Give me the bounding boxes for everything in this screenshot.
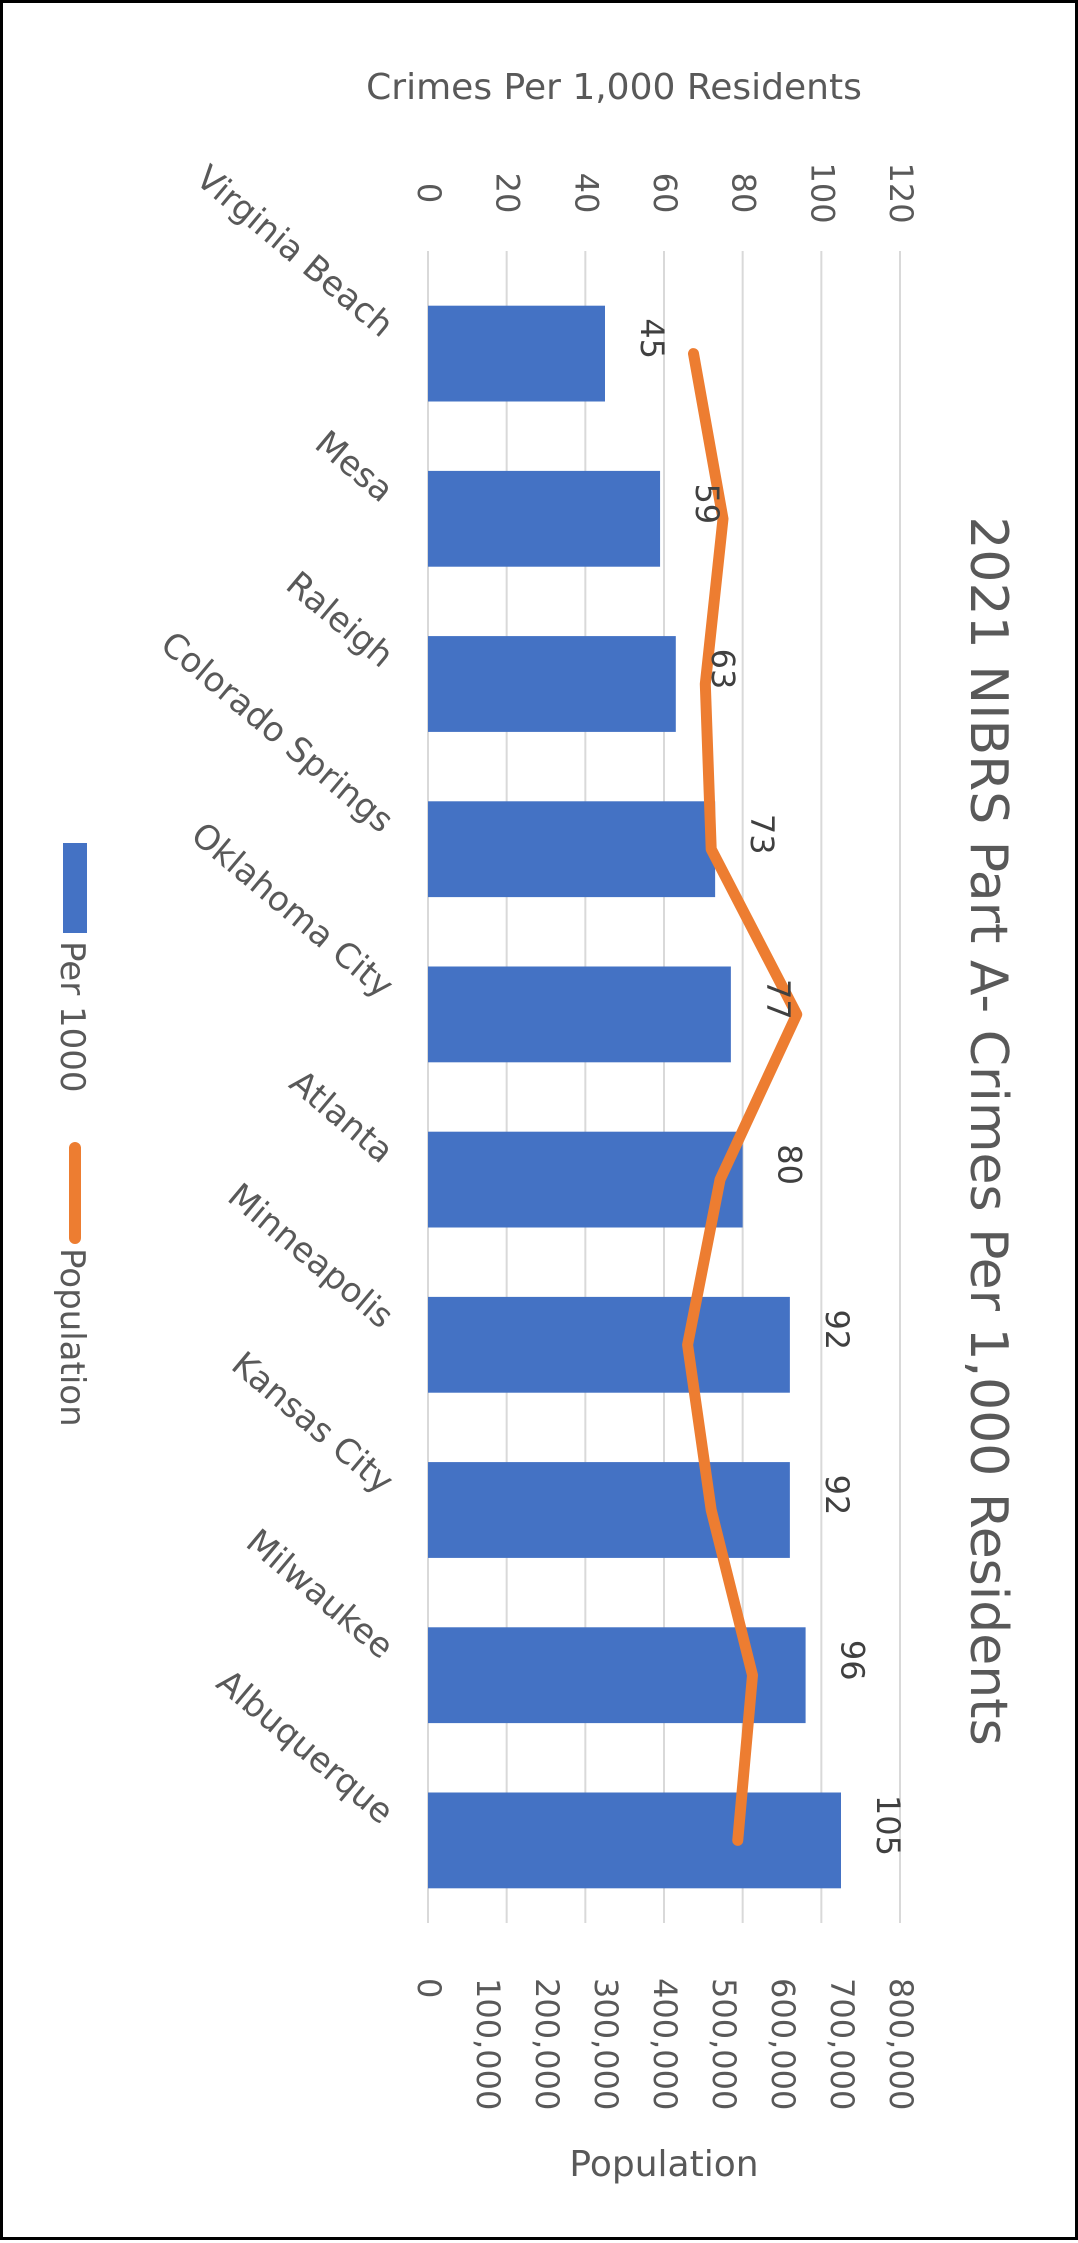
bar [428,801,716,898]
category-label: Mesa [307,423,401,511]
secondary-tick-label: 600,000 [764,1978,802,2110]
chart-title: 2021 NIBRS Part A- Crimes Per 1,000 Resi… [958,516,1018,1745]
population-line-group [682,348,803,1846]
secondary-tick-label: 500,000 [705,1978,743,2110]
bar-labels: 45 59 63 73 77 80 92 92 96 105 [633,318,907,1856]
primary-tick-label: 20 [489,173,527,214]
secondary-tick-label: 100,000 [469,1978,507,2110]
secondary-axis-ticks: 0 100,000 200,000 300,000 400,000 500,000 600,… [410,1978,920,2110]
primary-tick-label: 60 [646,173,684,214]
bar-data-label: 92 [818,1475,856,1516]
legend-label-per-1000: Per 1000 [52,941,92,1093]
primary-tick-label: 100 [803,162,841,223]
bar [428,470,661,567]
secondary-tick-label: 300,000 [587,1978,625,2110]
legend-label-population: Population [52,1248,92,1427]
secondary-tick-label: 400,000 [646,1978,684,2110]
bar-data-label: 63 [704,649,742,690]
secondary-axis-title: Population [569,2144,758,2185]
secondary-tick-label: 0 [410,1978,448,1998]
bar-data-label: 77 [759,979,797,1020]
chart-svg: 45 59 63 73 77 80 92 92 96 105 0 20 40 60 80 100 120 0 1… [52,67,1018,2185]
bar-data-label: 73 [743,814,781,855]
secondary-tick-label: 800,000 [882,1978,920,2110]
bar-data-label: 80 [771,1144,809,1185]
category-label: Virginia Beach [188,158,401,346]
primary-tick-label: 80 [725,173,763,214]
primary-tick-label: 40 [567,173,605,214]
secondary-tick-label: 200,000 [528,1978,566,2110]
primary-axis-ticks: 0 20 40 60 80 100 120 [410,162,920,223]
bar [428,636,676,732]
bar [428,1296,790,1393]
category-label: Raleigh [278,564,401,676]
secondary-tick-label: 700,000 [823,1978,861,2110]
bar [428,1792,841,1889]
category-label: Oklahoma City [183,815,401,1007]
primary-axis-title: Crimes Per 1,000 Residents [366,67,862,108]
category-label: Atlanta [282,1062,401,1171]
bar-data-label: 92 [818,1309,856,1350]
bar-data-label: 96 [834,1640,872,1681]
bar [428,305,605,402]
primary-tick-label: 120 [882,162,920,223]
bar [428,1462,790,1558]
legend-swatch-per-1000 [63,843,87,933]
category-label: Minneapolis [220,1176,401,1337]
bar-data-label: 45 [633,318,671,359]
bar-data-label: 105 [869,1795,907,1856]
bar-data-label: 59 [688,483,726,524]
bar [428,966,731,1063]
primary-tick-label: 0 [410,183,448,203]
bars [428,305,841,1889]
legend: Per 1000 Population [52,843,92,1427]
bar [428,1131,743,1228]
population-line [682,348,803,1846]
category-label: Albuquerque [209,1662,401,1832]
category-label: Kansas City [224,1344,401,1502]
category-label: Milwaukee [238,1522,401,1668]
